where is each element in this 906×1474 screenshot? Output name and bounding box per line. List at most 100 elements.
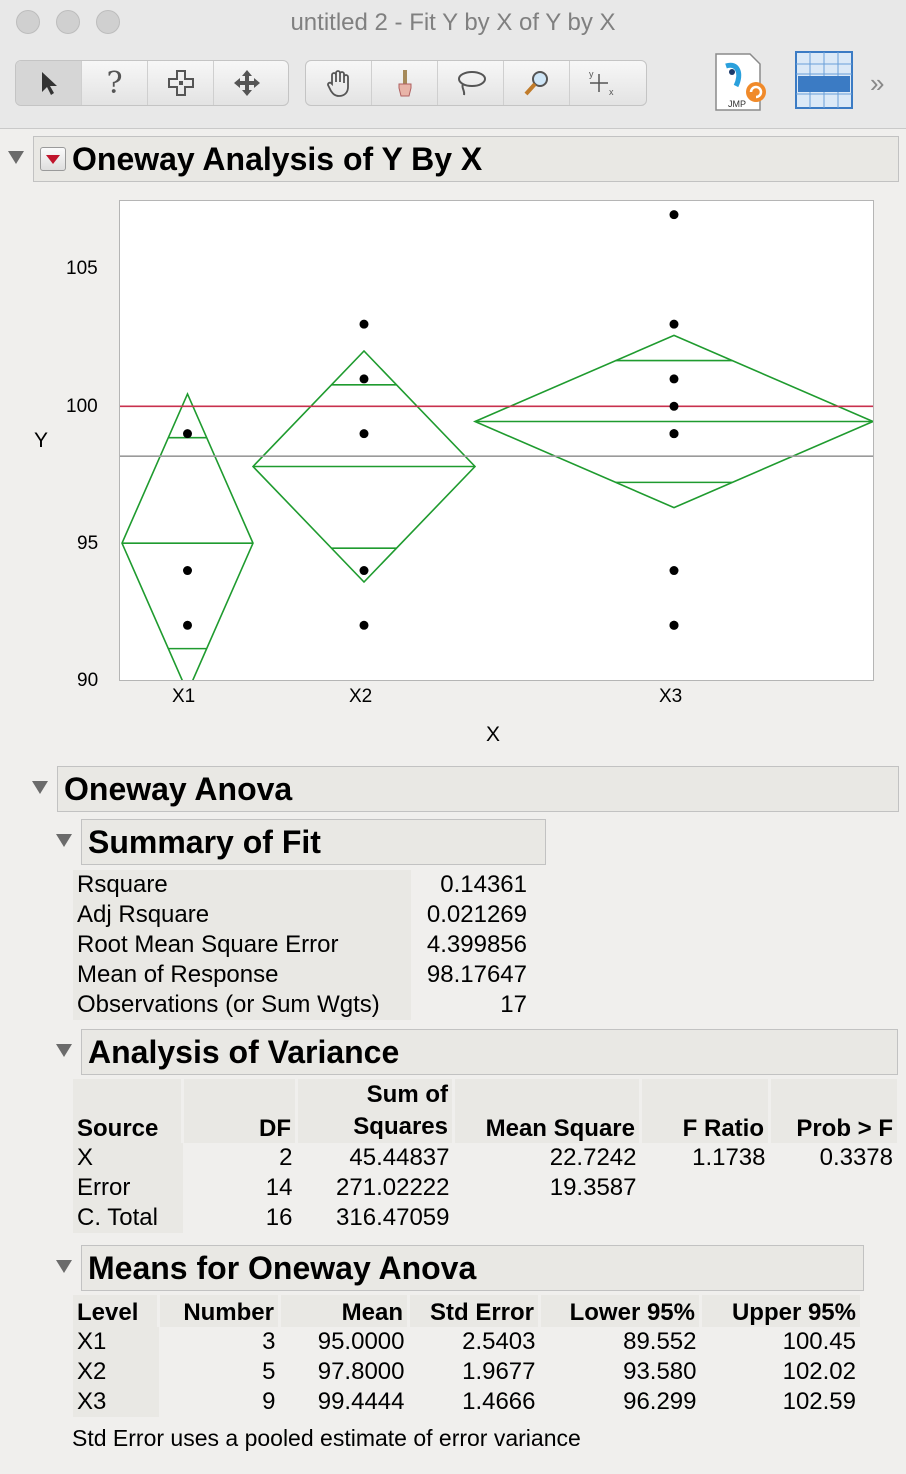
svg-text:JMP: JMP [728, 99, 746, 109]
move-icon [234, 70, 260, 96]
aov-source: C. Total [73, 1203, 183, 1233]
help-icon: ? [106, 65, 123, 101]
means-upper: 102.59 [782, 1388, 856, 1415]
analysis-of-variance-title: Analysis of Variance [88, 1033, 400, 1070]
data-point [359, 566, 369, 576]
aov-f: 1.1738 [692, 1144, 766, 1171]
means-table: Level Number Mean Std Error Lower 95% Up… [73, 1295, 860, 1417]
oneway-plot[interactable] [119, 200, 876, 695]
lasso-icon [457, 71, 486, 96]
col-header-number: Number [158, 1295, 281, 1327]
data-table-button[interactable] [794, 50, 854, 110]
summary-label: Adj Rsquare [73, 900, 411, 930]
summary-label: Observations (or Sum Wgts) [73, 990, 411, 1020]
means-title: Means for Oneway Anova [88, 1249, 477, 1286]
data-point [359, 620, 369, 630]
means-number: 9 [262, 1388, 276, 1415]
red-triangle-menu-button[interactable] [40, 147, 66, 171]
minimize-window-button[interactable] [56, 10, 80, 34]
magnifier-tool-button[interactable] [504, 61, 570, 105]
tool-group-select: ? [15, 60, 289, 106]
crosshair-tool-button[interactable] [148, 61, 214, 105]
summary-value: 0.021269 [426, 901, 527, 928]
disclosure-summary-icon[interactable] [56, 834, 72, 847]
brush-tool-button[interactable] [372, 61, 438, 105]
summary-value: 98.17647 [426, 961, 527, 988]
brush-icon [398, 70, 411, 97]
means-level: X3 [73, 1387, 159, 1417]
y-tick-label: 95 [77, 533, 99, 554]
x-tick-label: X1 [172, 686, 196, 707]
data-point [359, 374, 369, 384]
plot-canvas [120, 210, 876, 695]
toolbar-overflow[interactable]: » [870, 68, 885, 98]
means-mean: 99.4444 [317, 1388, 405, 1415]
lasso-tool-button[interactable] [438, 61, 504, 105]
aov-f [641, 1173, 770, 1203]
means-upper: 100.45 [782, 1328, 856, 1355]
means-se: 2.5403 [462, 1328, 536, 1355]
means-lower: 89.552 [623, 1328, 697, 1355]
data-point [669, 210, 679, 220]
means-se: 1.9677 [462, 1358, 536, 1385]
data-point [359, 319, 369, 329]
x-axis-label: X [486, 723, 501, 746]
data-table-icon [795, 51, 853, 109]
summary-value: 4.399856 [426, 931, 527, 958]
summary-of-fit-header: Summary of Fit [81, 819, 546, 865]
means-mean: 95.0000 [317, 1328, 405, 1355]
y-axis-label: Y [34, 429, 49, 452]
col-header-source: Source [73, 1079, 184, 1143]
aov-ss: 316.47059 [336, 1204, 450, 1231]
data-point [669, 319, 679, 329]
aov-p [770, 1203, 898, 1233]
aov-ss: 271.02222 [336, 1174, 450, 1201]
disclosure-means-icon[interactable] [56, 1260, 72, 1273]
help-tool-button[interactable]: ? [82, 61, 148, 105]
move-tool-button[interactable] [214, 61, 280, 105]
data-point [669, 620, 679, 630]
disclosure-oneway-icon[interactable] [8, 151, 24, 164]
summary-label: Root Mean Square Error [73, 930, 411, 960]
summary-value: 17 [500, 991, 527, 1018]
means-se: 1.4666 [462, 1388, 536, 1415]
data-point [669, 401, 679, 411]
means-footnote: Std Error uses a pooled estimate of erro… [72, 1425, 581, 1451]
y-tick-label: 90 [77, 670, 99, 691]
magnifier-icon [524, 71, 548, 96]
data-point [359, 429, 369, 439]
data-point [669, 429, 679, 439]
crosshair-icon [167, 70, 194, 96]
aov-f [641, 1203, 770, 1233]
aov-ms: 19.3587 [549, 1174, 637, 1201]
jmp-journal-button[interactable]: JMP [710, 52, 770, 114]
aov-df: 16 [265, 1204, 293, 1231]
means-lower: 96.299 [623, 1388, 697, 1415]
oneway-anova-title: Oneway Anova [64, 770, 293, 807]
close-window-button[interactable] [16, 10, 40, 34]
aov-source: Error [73, 1173, 183, 1203]
means-number: 3 [262, 1328, 276, 1355]
x-tick-label: X2 [349, 686, 373, 707]
oneway-anova-header: Oneway Anova [57, 766, 899, 812]
means-level: X1 [73, 1327, 159, 1357]
hand-tool-button[interactable] [306, 61, 372, 105]
zoom-window-button[interactable] [96, 10, 120, 34]
data-point [183, 566, 192, 576]
jmp-document-icon: JMP [715, 53, 766, 111]
means-number: 5 [262, 1358, 276, 1385]
aov-p [770, 1173, 898, 1203]
aov-df: 2 [279, 1144, 293, 1171]
arrow-tool-button[interactable] [16, 61, 82, 105]
arrow-icon [41, 72, 57, 95]
disclosure-anova-icon[interactable] [32, 781, 48, 794]
data-point [669, 374, 679, 384]
summary-of-fit-table: Rsquare 0.14361 Adj Rsquare 0.021269 Root … [73, 870, 531, 1020]
window-titlebar: untitled 2 - Fit Y by X of Y by X [0, 0, 906, 46]
disclosure-aov-icon[interactable] [56, 1044, 72, 1057]
col-header-lower-95: Lower 95% [539, 1295, 702, 1327]
col-header-std-error: Std Error [408, 1295, 541, 1327]
